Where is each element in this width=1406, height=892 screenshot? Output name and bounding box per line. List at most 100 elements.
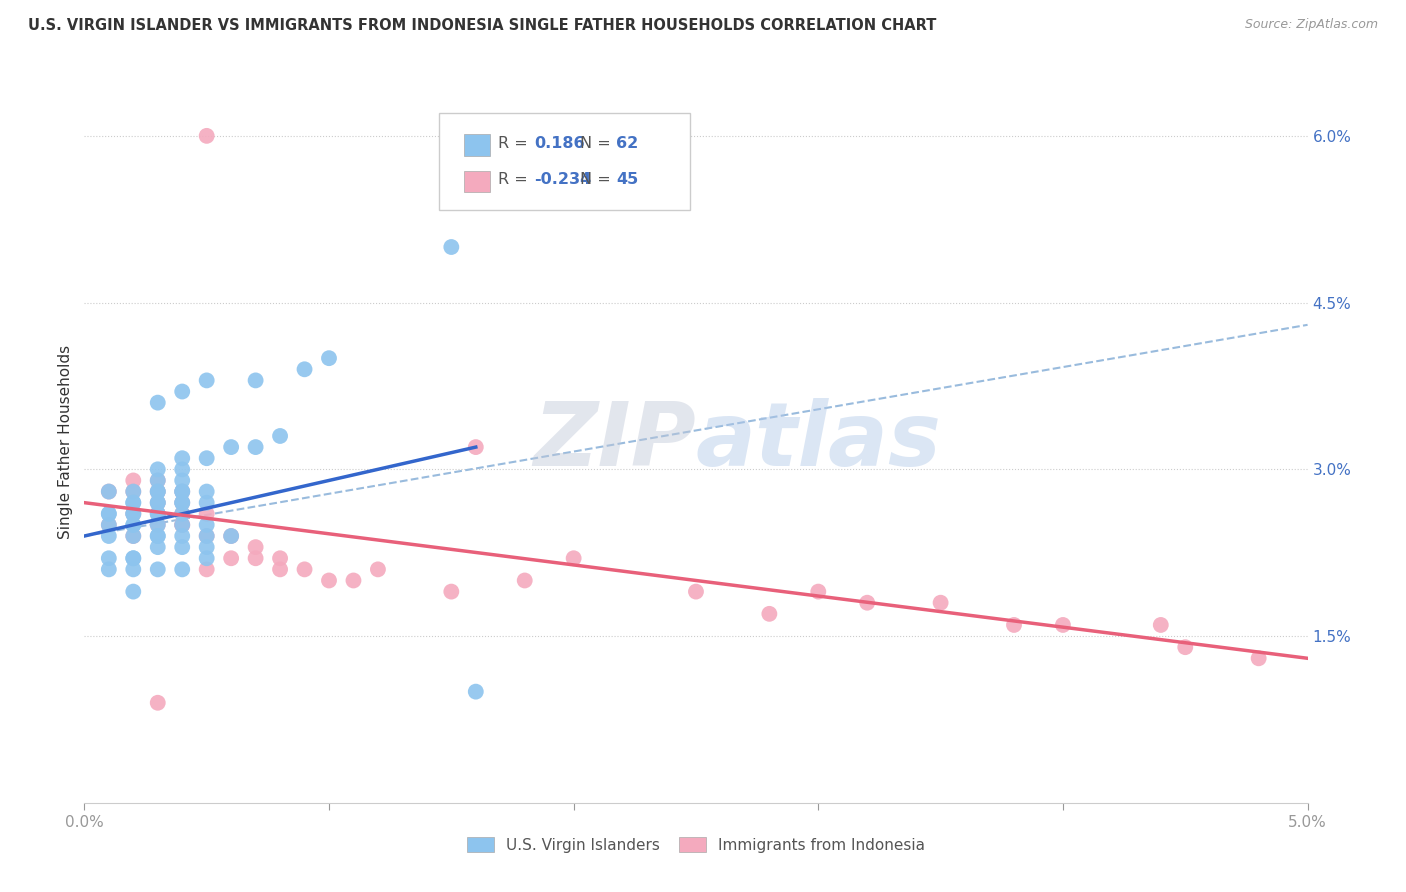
Point <box>219 529 242 543</box>
Point <box>195 529 218 543</box>
Point <box>146 484 169 499</box>
Point <box>172 540 194 554</box>
Point <box>195 496 218 510</box>
Point <box>146 517 169 532</box>
Point <box>172 474 194 488</box>
Point <box>146 540 169 554</box>
Text: atlas: atlas <box>696 398 942 485</box>
Point <box>122 551 145 566</box>
Point <box>195 484 218 499</box>
Point <box>195 128 218 143</box>
Point <box>97 517 120 532</box>
Point <box>195 451 218 466</box>
Point <box>97 484 120 499</box>
Point <box>172 517 194 532</box>
Point <box>146 517 169 532</box>
Text: N =: N = <box>579 136 616 152</box>
Point <box>146 507 169 521</box>
Point <box>172 484 194 499</box>
Point <box>122 496 145 510</box>
Point <box>367 562 389 576</box>
Point <box>146 529 169 543</box>
Point <box>318 574 340 588</box>
Point <box>172 507 194 521</box>
Point <box>172 384 194 399</box>
Text: N =: N = <box>579 172 616 187</box>
Point <box>97 529 120 543</box>
Point <box>97 507 120 521</box>
Point <box>195 373 218 387</box>
Point <box>1002 618 1025 632</box>
Point <box>245 373 267 387</box>
Point <box>122 507 145 521</box>
Point <box>1247 651 1270 665</box>
Point <box>122 507 145 521</box>
Point <box>146 462 169 476</box>
FancyBboxPatch shape <box>439 112 690 211</box>
Point <box>440 240 463 254</box>
Point <box>122 551 145 566</box>
Point <box>97 551 120 566</box>
Point <box>146 395 169 409</box>
Text: R =: R = <box>498 172 533 187</box>
Point <box>294 562 316 576</box>
Point <box>195 551 218 566</box>
Point <box>146 496 169 510</box>
Point <box>856 596 879 610</box>
Text: 62: 62 <box>616 136 638 152</box>
Point <box>146 496 169 510</box>
Point <box>342 574 364 588</box>
Point <box>97 507 120 521</box>
Text: ZIP: ZIP <box>533 398 696 485</box>
Point <box>172 462 194 476</box>
Point <box>146 507 169 521</box>
Point <box>219 551 242 566</box>
Point <box>440 584 463 599</box>
Point <box>464 684 486 698</box>
Point <box>172 496 194 510</box>
Point <box>97 484 120 499</box>
Point <box>294 362 316 376</box>
Point <box>1174 640 1197 655</box>
Point <box>146 484 169 499</box>
Point <box>122 507 145 521</box>
Point <box>122 496 145 510</box>
Point <box>146 474 169 488</box>
Point <box>172 496 194 510</box>
Point <box>172 562 194 576</box>
Point <box>219 529 242 543</box>
Point <box>122 562 145 576</box>
Point <box>195 507 218 521</box>
Text: 0.186: 0.186 <box>534 136 585 152</box>
Point <box>172 529 194 543</box>
Legend: U.S. Virgin Islanders, Immigrants from Indonesia: U.S. Virgin Islanders, Immigrants from I… <box>458 829 934 860</box>
Point <box>172 484 194 499</box>
Point <box>172 507 194 521</box>
Point <box>146 496 169 510</box>
Point <box>929 596 952 610</box>
Point <box>146 507 169 521</box>
Point <box>807 584 830 599</box>
Point <box>122 529 145 543</box>
Bar <box>464 170 491 193</box>
Point <box>172 451 194 466</box>
Point <box>269 562 291 576</box>
Point <box>122 529 145 543</box>
Y-axis label: Single Father Households: Single Father Households <box>58 344 73 539</box>
Point <box>1150 618 1173 632</box>
Point <box>758 607 780 621</box>
Point <box>195 517 218 532</box>
Point <box>269 551 291 566</box>
Point <box>245 540 267 554</box>
Point <box>122 517 145 532</box>
Point <box>146 529 169 543</box>
Point <box>172 484 194 499</box>
Point <box>172 496 194 510</box>
Text: 45: 45 <box>616 172 638 187</box>
Point <box>1052 618 1074 632</box>
Text: U.S. VIRGIN ISLANDER VS IMMIGRANTS FROM INDONESIA SINGLE FATHER HOUSEHOLDS CORRE: U.S. VIRGIN ISLANDER VS IMMIGRANTS FROM … <box>28 18 936 33</box>
Point <box>122 584 145 599</box>
Point <box>146 484 169 499</box>
Point <box>464 440 486 454</box>
Point <box>122 517 145 532</box>
